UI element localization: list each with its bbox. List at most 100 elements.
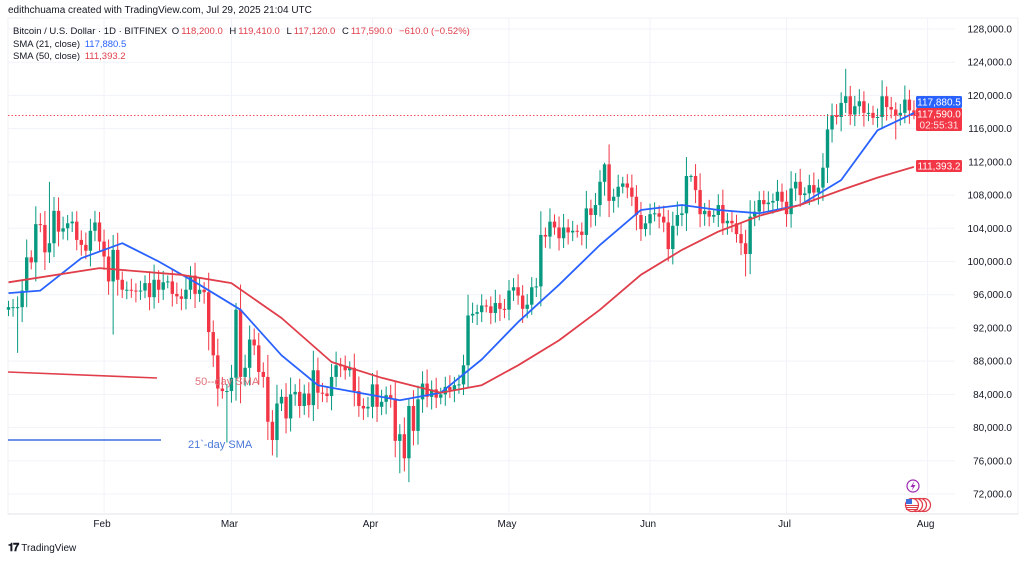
- candle-up[interactable]: [534, 286, 538, 288]
- candle-up[interactable]: [329, 376, 334, 397]
- candle-down[interactable]: [780, 191, 784, 202]
- candle-up[interactable]: [229, 377, 234, 392]
- candle-up[interactable]: [539, 234, 543, 287]
- candle-up[interactable]: [789, 188, 793, 215]
- candle-up[interactable]: [138, 290, 143, 292]
- candle-down[interactable]: [907, 99, 912, 111]
- price-axis-label[interactable]: 96,000.0: [973, 290, 1012, 301]
- candle-down[interactable]: [721, 205, 725, 224]
- candle-down[interactable]: [448, 386, 452, 391]
- candle-down[interactable]: [175, 293, 179, 297]
- candle-down[interactable]: [589, 208, 593, 215]
- time-axis-label[interactable]: Jun: [640, 519, 656, 530]
- candle-up[interactable]: [47, 243, 52, 253]
- candle-down[interactable]: [393, 398, 397, 441]
- candle-down[interactable]: [625, 183, 629, 188]
- footer-brand[interactable]: 𝟏𝟕 TradingView: [8, 542, 76, 555]
- candle-down[interactable]: [812, 185, 816, 193]
- candle-down[interactable]: [211, 332, 215, 356]
- candle-down[interactable]: [657, 213, 661, 217]
- candle-down[interactable]: [43, 224, 47, 253]
- candle-up[interactable]: [753, 211, 757, 217]
- candle-up[interactable]: [643, 223, 648, 230]
- candle-up[interactable]: [598, 181, 602, 206]
- price-axis-label[interactable]: 108,000.0: [968, 191, 1013, 202]
- candle-down[interactable]: [566, 227, 570, 233]
- candle-down[interactable]: [693, 175, 698, 191]
- candle-up[interactable]: [470, 313, 475, 316]
- candle-up[interactable]: [188, 275, 193, 290]
- candle-up[interactable]: [548, 221, 552, 237]
- candle-down[interactable]: [730, 220, 734, 224]
- time-axis-label[interactable]: Feb: [93, 519, 111, 530]
- candle-down[interactable]: [734, 223, 739, 235]
- symbol-title[interactable]: Bitcoin / U.S. Dollar · 1D · BITFINEX: [13, 26, 168, 37]
- candle-up[interactable]: [793, 181, 798, 189]
- candle-down[interactable]: [316, 370, 320, 393]
- candle-down[interactable]: [484, 305, 488, 307]
- candle-up[interactable]: [143, 283, 147, 291]
- candle-up[interactable]: [34, 224, 38, 263]
- candle-down[interactable]: [220, 388, 225, 392]
- candle-down[interactable]: [156, 279, 161, 290]
- candle-up[interactable]: [398, 434, 402, 441]
- candle-down[interactable]: [575, 230, 579, 232]
- candle-up[interactable]: [493, 303, 498, 313]
- candle-up[interactable]: [775, 191, 780, 201]
- candle-up[interactable]: [702, 210, 707, 215]
- candle-up[interactable]: [480, 305, 484, 313]
- candle-up[interactable]: [93, 222, 97, 231]
- candle-down[interactable]: [343, 366, 347, 371]
- candle-up[interactable]: [234, 309, 238, 378]
- candle-down[interactable]: [389, 395, 393, 399]
- candle-up[interactable]: [680, 213, 684, 215]
- candle-up[interactable]: [302, 393, 306, 406]
- candle-up[interactable]: [771, 200, 775, 203]
- candle-up[interactable]: [466, 315, 470, 366]
- candle-down[interactable]: [912, 110, 916, 116]
- candle-down[interactable]: [238, 309, 243, 377]
- candle-up[interactable]: [511, 287, 516, 291]
- candle-down[interactable]: [97, 222, 102, 242]
- candle-down[interactable]: [666, 222, 670, 250]
- candle-up[interactable]: [652, 213, 657, 215]
- candle-down[interactable]: [170, 281, 174, 294]
- candle-down[interactable]: [552, 221, 557, 228]
- sma50-line[interactable]: [8, 166, 915, 394]
- candle-up[interactable]: [584, 208, 589, 235]
- candle-up[interactable]: [379, 401, 384, 407]
- candle-up[interactable]: [416, 399, 420, 431]
- candle-down[interactable]: [129, 289, 134, 291]
- candle-up[interactable]: [825, 129, 830, 168]
- candle-up[interactable]: [25, 257, 29, 291]
- candle-up[interactable]: [853, 106, 857, 115]
- candle-up[interactable]: [161, 282, 165, 290]
- candle-up[interactable]: [225, 391, 229, 393]
- candle-down[interactable]: [662, 216, 666, 223]
- price-axis-label[interactable]: 104,000.0: [968, 224, 1013, 235]
- candle-down[interactable]: [207, 292, 211, 333]
- candle-down[interactable]: [84, 244, 88, 251]
- candle-up[interactable]: [439, 394, 443, 398]
- candle-down[interactable]: [325, 393, 329, 397]
- candle-up[interactable]: [766, 202, 771, 205]
- candle-up[interactable]: [52, 210, 56, 244]
- candle-up[interactable]: [712, 215, 716, 217]
- candle-down[interactable]: [557, 227, 561, 239]
- candle-up[interactable]: [748, 216, 752, 255]
- time-axis-label[interactable]: Jul: [778, 519, 791, 530]
- candle-up[interactable]: [197, 289, 202, 294]
- candle-up[interactable]: [348, 367, 352, 371]
- candle-down[interactable]: [257, 345, 261, 372]
- candle-down[interactable]: [179, 296, 184, 299]
- candle-down[interactable]: [520, 295, 525, 309]
- candle-up[interactable]: [152, 279, 156, 298]
- candle-up[interactable]: [530, 287, 534, 305]
- candle-up[interactable]: [429, 389, 434, 397]
- candle-up[interactable]: [65, 223, 70, 229]
- candle-down[interactable]: [411, 405, 416, 431]
- price-axis-label[interactable]: 116,000.0: [968, 124, 1012, 135]
- candle-up[interactable]: [844, 96, 848, 103]
- candle-down[interactable]: [884, 96, 889, 108]
